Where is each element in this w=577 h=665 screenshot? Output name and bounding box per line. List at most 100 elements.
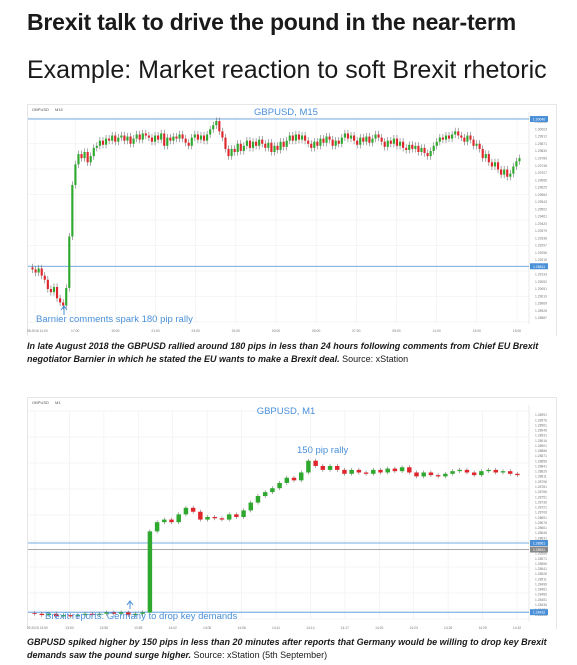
candle: [359, 137, 362, 145]
candle: [407, 467, 412, 473]
candle: [40, 268, 43, 276]
candle: [291, 477, 297, 481]
candle: [435, 141, 438, 146]
candle: [294, 134, 297, 141]
candle: [212, 516, 217, 519]
annotation-arrowhead: [60, 305, 68, 311]
candle: [169, 137, 172, 141]
candle: [175, 136, 178, 139]
candle: [245, 140, 248, 146]
y-tick-label: 1.28916: [535, 439, 547, 443]
y-tick-label: 1.28541: [535, 567, 547, 571]
y-tick-label: 1.28691: [535, 516, 547, 520]
candle: [147, 135, 150, 138]
candle: [346, 133, 350, 139]
level-value-low: 1.28611: [533, 265, 545, 269]
candle: [242, 145, 245, 151]
y-tick-label: 1.29256: [535, 251, 547, 255]
candle: [380, 137, 383, 142]
y-tick-label: 1.29912: [535, 135, 547, 139]
y-tick-label: 1.28706: [535, 511, 547, 515]
candle: [443, 473, 448, 477]
candle: [233, 148, 236, 152]
candle: [337, 140, 340, 144]
candle: [414, 145, 417, 149]
page-title: Brexit talk to drive the pound in the ne…: [27, 9, 517, 35]
candle: [471, 472, 477, 476]
candle: [327, 465, 333, 470]
candle: [267, 142, 270, 148]
candle: [123, 135, 126, 141]
candle: [277, 482, 282, 489]
candle: [62, 302, 65, 306]
candle: [325, 136, 328, 143]
candle: [55, 286, 59, 299]
timeframe-label: M15: [55, 107, 64, 112]
y-tick-label: 1.29871: [535, 142, 547, 146]
caption-text: In late August 2018 the GBPUSD rallied a…: [27, 341, 539, 364]
y-tick-label: 1.30003: [535, 127, 547, 131]
candle: [251, 141, 255, 148]
candle: [187, 142, 190, 146]
candle: [133, 613, 138, 616]
y-tick-label: 1.28451: [535, 598, 547, 602]
annotation-arrowhead: [126, 600, 134, 606]
candle: [420, 147, 423, 152]
candle: [320, 465, 326, 470]
candle: [86, 152, 89, 163]
y-tick-label: 1.29379: [535, 229, 547, 233]
y-tick-label: 1.28976: [535, 418, 547, 422]
y-tick-label: 1.29748: [535, 164, 547, 168]
caption-source: Source: xStation (5th September): [191, 650, 328, 660]
y-tick-label: 1.28646: [535, 531, 547, 535]
candle: [184, 138, 187, 143]
y-tick-label: 1.28781: [535, 485, 547, 489]
candle: [490, 162, 493, 167]
candle: [310, 143, 313, 148]
candle: [261, 139, 264, 144]
candle: [80, 154, 83, 159]
candle: [457, 469, 462, 472]
candle: [423, 147, 426, 154]
candle: [284, 477, 290, 483]
candle: [362, 137, 365, 142]
y-tick-label: 1.29092: [535, 280, 547, 284]
candle: [206, 134, 209, 141]
x-tick-label: 21:00: [151, 329, 159, 333]
candle: [198, 511, 203, 520]
y-tick-label: 1.28886: [535, 449, 547, 453]
candle: [395, 138, 399, 146]
candle: [98, 140, 101, 146]
candle: [349, 469, 354, 474]
candle: [331, 139, 334, 146]
y-tick-label: 1.28811: [535, 475, 547, 479]
candle: [478, 143, 481, 149]
chart-title: GBPUSD, M15: [254, 107, 318, 118]
candle: [307, 140, 310, 144]
candle: [417, 145, 420, 152]
candle: [441, 137, 444, 140]
candle: [414, 472, 419, 477]
candle: [405, 147, 408, 150]
candle: [386, 140, 389, 147]
candle: [368, 136, 371, 143]
y-tick-label: 1.28841: [535, 464, 547, 468]
x-tick-label: 03:00: [272, 329, 280, 333]
candle: [71, 184, 74, 237]
chart-caption-2: GBPUSD spiked higher by 150 pips in less…: [27, 636, 557, 662]
level-tag-high: [530, 539, 548, 546]
candle: [429, 150, 432, 157]
candle: [49, 289, 52, 293]
candle: [118, 612, 124, 614]
candle: [509, 173, 512, 177]
chart-annotation-2: 150 pip rally: [297, 445, 348, 456]
candle: [426, 153, 429, 157]
x-tick-label: 14:20: [375, 626, 383, 629]
y-tick-label: 1.29830: [535, 149, 547, 153]
candle: [181, 134, 184, 139]
x-tick-label: 13:00: [473, 329, 481, 333]
candle: [255, 496, 261, 503]
y-tick-label: 1.29584: [535, 193, 547, 197]
y-tick-label: 1.29789: [535, 156, 547, 160]
caption-source: Source: xStation: [339, 354, 409, 364]
